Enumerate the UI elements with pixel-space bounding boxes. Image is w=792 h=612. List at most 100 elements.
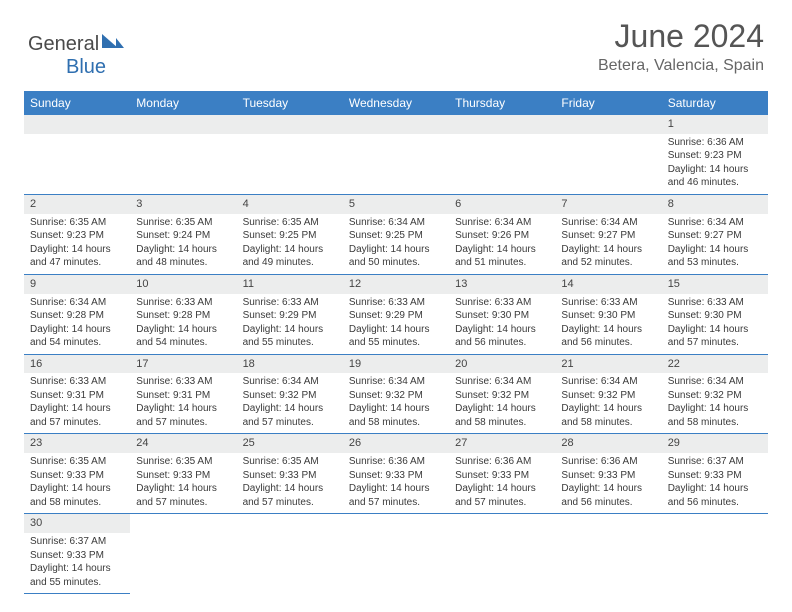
sunrise-line: Sunrise: 6:34 AM bbox=[455, 216, 549, 230]
daylight-line: Daylight: 14 hours and 57 minutes. bbox=[349, 482, 443, 509]
calendar-cell: 15Sunrise: 6:33 AMSunset: 9:30 PMDayligh… bbox=[662, 274, 768, 354]
day-number: 19 bbox=[343, 355, 449, 374]
calendar-cell: 22Sunrise: 6:34 AMSunset: 9:32 PMDayligh… bbox=[662, 354, 768, 434]
day-number: 11 bbox=[237, 275, 343, 294]
day-number: 13 bbox=[449, 275, 555, 294]
sunrise-line: Sunrise: 6:34 AM bbox=[668, 375, 762, 389]
brand-logo: GeneralBlue bbox=[28, 18, 124, 79]
calendar-cell bbox=[237, 514, 343, 594]
daylight-line: Daylight: 14 hours and 55 minutes. bbox=[243, 323, 337, 350]
day-number bbox=[24, 115, 130, 134]
sunset-line: Sunset: 9:33 PM bbox=[30, 469, 124, 483]
calendar-cell: 12Sunrise: 6:33 AMSunset: 9:29 PMDayligh… bbox=[343, 274, 449, 354]
sunset-line: Sunset: 9:27 PM bbox=[668, 229, 762, 243]
day-body: Sunrise: 6:35 AMSunset: 9:23 PMDaylight:… bbox=[24, 214, 130, 274]
day-number: 29 bbox=[662, 434, 768, 453]
sunrise-line: Sunrise: 6:33 AM bbox=[243, 296, 337, 310]
calendar-cell: 11 Sunrise: 6:33 AMSunset: 9:29 PMDayligh… bbox=[237, 274, 343, 354]
sunrise-line: Sunrise: 6:35 AM bbox=[30, 216, 124, 230]
sunset-line: Sunset: 9:28 PM bbox=[30, 309, 124, 323]
sunrise-line: Sunrise: 6:36 AM bbox=[455, 455, 549, 469]
calendar-cell: 5Sunrise: 6:34 AMSunset: 9:25 PMDaylight… bbox=[343, 194, 449, 274]
sunrise-line: Sunrise: 6:33 AM bbox=[136, 296, 230, 310]
day-body: Sunrise: 6:33 AMSunset: 9:28 PMDaylight:… bbox=[130, 294, 236, 354]
daylight-line: Daylight: 14 hours and 58 minutes. bbox=[455, 402, 549, 429]
day-number: 12 bbox=[343, 275, 449, 294]
day-number: 26 bbox=[343, 434, 449, 453]
sunset-line: Sunset: 9:32 PM bbox=[243, 389, 337, 403]
sunrise-line: Sunrise: 6:33 AM bbox=[30, 375, 124, 389]
calendar-cell: 6Sunrise: 6:34 AMSunset: 9:26 PMDaylight… bbox=[449, 194, 555, 274]
day-number: 2 bbox=[24, 195, 130, 214]
sunrise-line: Sunrise: 6:35 AM bbox=[243, 455, 337, 469]
calendar-row: 23Sunrise: 6:35 AMSunset: 9:33 PMDayligh… bbox=[24, 434, 768, 514]
calendar-cell: 2Sunrise: 6:35 AMSunset: 9:23 PMDaylight… bbox=[24, 194, 130, 274]
daylight-line: Daylight: 14 hours and 54 minutes. bbox=[136, 323, 230, 350]
sunrise-line: Sunrise: 6:33 AM bbox=[668, 296, 762, 310]
sunset-line: Sunset: 9:23 PM bbox=[668, 149, 762, 163]
day-number: 15 bbox=[662, 275, 768, 294]
day-number: 16 bbox=[24, 355, 130, 374]
day-number: 17 bbox=[130, 355, 236, 374]
sunset-line: Sunset: 9:24 PM bbox=[136, 229, 230, 243]
sunset-line: Sunset: 9:30 PM bbox=[668, 309, 762, 323]
calendar-cell: 3Sunrise: 6:35 AMSunset: 9:24 PMDaylight… bbox=[130, 194, 236, 274]
sunrise-line: Sunrise: 6:35 AM bbox=[243, 216, 337, 230]
day-number: 14 bbox=[555, 275, 661, 294]
day-number: 18 bbox=[237, 355, 343, 374]
day-number: 6 bbox=[449, 195, 555, 214]
sail-icon bbox=[102, 32, 124, 50]
location: Betera, Valencia, Spain bbox=[598, 57, 764, 75]
day-body: Sunrise: 6:37 AMSunset: 9:33 PMDaylight:… bbox=[662, 453, 768, 513]
calendar-cell: 1Sunrise: 6:36 AMSunset: 9:23 PMDaylight… bbox=[662, 115, 768, 194]
calendar-cell: 18Sunrise: 6:34 AMSunset: 9:32 PMDayligh… bbox=[237, 354, 343, 434]
day-number bbox=[130, 115, 236, 134]
calendar-row: 2Sunrise: 6:35 AMSunset: 9:23 PMDaylight… bbox=[24, 194, 768, 274]
day-header: Friday bbox=[555, 91, 661, 115]
sunset-line: Sunset: 9:29 PM bbox=[243, 309, 337, 323]
day-body: Sunrise: 6:35 AMSunset: 9:33 PMDaylight:… bbox=[24, 453, 130, 513]
day-body: Sunrise: 6:34 AMSunset: 9:32 PMDaylight:… bbox=[237, 373, 343, 433]
daylight-line: Daylight: 14 hours and 57 minutes. bbox=[455, 482, 549, 509]
day-number: 23 bbox=[24, 434, 130, 453]
calendar-row: 1Sunrise: 6:36 AMSunset: 9:23 PMDaylight… bbox=[24, 115, 768, 194]
calendar-head: SundayMondayTuesdayWednesdayThursdayFrid… bbox=[24, 91, 768, 115]
day-number: 24 bbox=[130, 434, 236, 453]
sunrise-line: Sunrise: 6:34 AM bbox=[349, 375, 443, 389]
sunset-line: Sunset: 9:29 PM bbox=[349, 309, 443, 323]
calendar-cell: 25Sunrise: 6:35 AMSunset: 9:33 PMDayligh… bbox=[237, 434, 343, 514]
sunrise-line: Sunrise: 6:36 AM bbox=[349, 455, 443, 469]
daylight-line: Daylight: 14 hours and 55 minutes. bbox=[30, 562, 124, 589]
sunset-line: Sunset: 9:32 PM bbox=[668, 389, 762, 403]
day-number: 27 bbox=[449, 434, 555, 453]
calendar-cell: 9Sunrise: 6:34 AMSunset: 9:28 PMDaylight… bbox=[24, 274, 130, 354]
sunrise-line: Sunrise: 6:33 AM bbox=[136, 375, 230, 389]
day-number bbox=[237, 115, 343, 134]
day-body: Sunrise: 6:36 AMSunset: 9:33 PMDaylight:… bbox=[343, 453, 449, 513]
sunset-line: Sunset: 9:31 PM bbox=[30, 389, 124, 403]
day-body: Sunrise: 6:33 AMSunset: 9:30 PMDaylight:… bbox=[662, 294, 768, 354]
day-body: Sunrise: 6:37 AMSunset: 9:33 PMDaylight:… bbox=[24, 533, 130, 593]
calendar-cell bbox=[555, 115, 661, 194]
sunset-line: Sunset: 9:33 PM bbox=[561, 469, 655, 483]
calendar-cell bbox=[343, 514, 449, 594]
sunset-line: Sunset: 9:30 PM bbox=[561, 309, 655, 323]
page-title: June 2024 bbox=[598, 18, 764, 55]
calendar-cell: 28Sunrise: 6:36 AMSunset: 9:33 PMDayligh… bbox=[555, 434, 661, 514]
calendar-cell: 19Sunrise: 6:34 AMSunset: 9:32 PMDayligh… bbox=[343, 354, 449, 434]
daylight-line: Daylight: 14 hours and 57 minutes. bbox=[136, 482, 230, 509]
calendar-cell: 30Sunrise: 6:37 AMSunset: 9:33 PMDayligh… bbox=[24, 514, 130, 594]
calendar-cell: 23Sunrise: 6:35 AMSunset: 9:33 PMDayligh… bbox=[24, 434, 130, 514]
day-number: 9 bbox=[24, 275, 130, 294]
sunset-line: Sunset: 9:33 PM bbox=[455, 469, 549, 483]
day-number: 5 bbox=[343, 195, 449, 214]
calendar-body: 1Sunrise: 6:36 AMSunset: 9:23 PMDaylight… bbox=[24, 115, 768, 594]
sunrise-line: Sunrise: 6:34 AM bbox=[455, 375, 549, 389]
day-body: Sunrise: 6:36 AMSunset: 9:33 PMDaylight:… bbox=[449, 453, 555, 513]
calendar-cell bbox=[24, 115, 130, 194]
sunset-line: Sunset: 9:33 PM bbox=[243, 469, 337, 483]
daylight-line: Daylight: 14 hours and 56 minutes. bbox=[561, 482, 655, 509]
calendar-cell: 14Sunrise: 6:33 AMSunset: 9:30 PMDayligh… bbox=[555, 274, 661, 354]
day-number: 28 bbox=[555, 434, 661, 453]
calendar-cell: 10Sunrise: 6:33 AMSunset: 9:28 PMDayligh… bbox=[130, 274, 236, 354]
